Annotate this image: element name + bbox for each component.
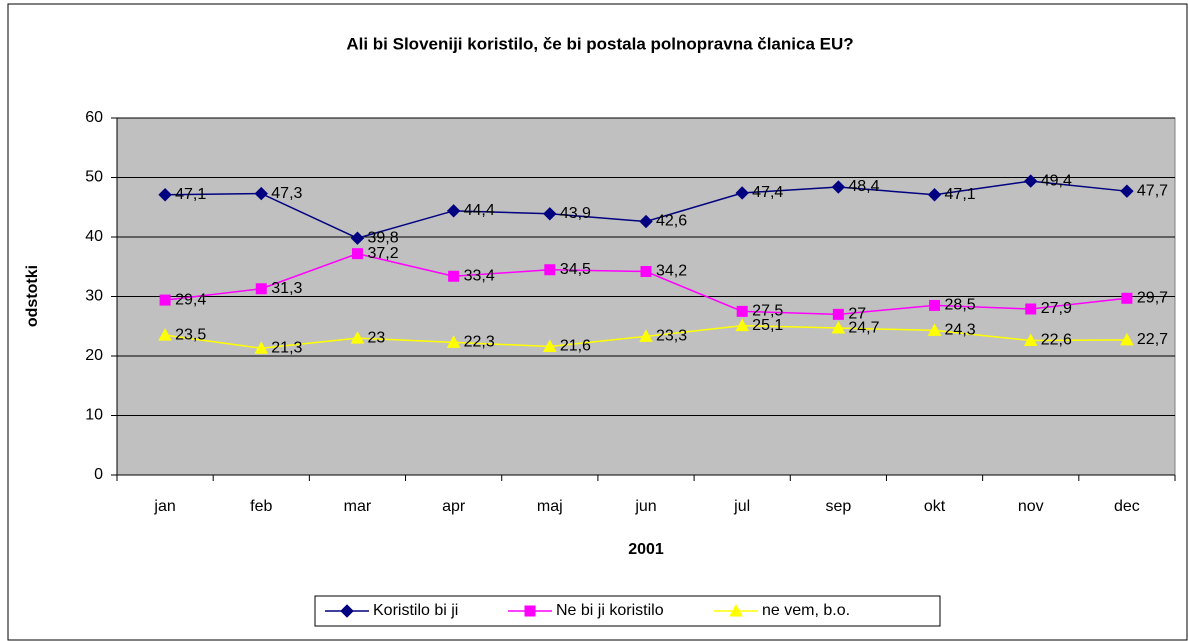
legend-label: Koristilo bi ji xyxy=(373,602,458,619)
data-point xyxy=(736,305,748,317)
data-label: 47,7 xyxy=(1137,182,1168,199)
data-point xyxy=(832,308,844,320)
chart-title: Ali bi Sloveniji koristilo, če bi postal… xyxy=(346,34,853,53)
x-tick-label: nov xyxy=(1018,498,1044,515)
data-point xyxy=(351,248,363,260)
legend-label: ne vem, b.o. xyxy=(762,602,850,619)
data-point xyxy=(446,335,461,348)
data-point xyxy=(446,204,461,218)
data-label: 23 xyxy=(367,329,385,346)
data-label: 47,1 xyxy=(175,186,206,203)
data-label: 34,5 xyxy=(560,261,591,278)
data-label: 22,7 xyxy=(1137,331,1168,348)
data-point xyxy=(929,299,941,311)
data-point xyxy=(254,341,269,354)
data-point xyxy=(158,328,172,341)
data-label: 21,6 xyxy=(560,338,591,355)
data-label: 29,4 xyxy=(175,291,206,308)
data-point xyxy=(1023,333,1038,347)
data-point xyxy=(543,207,557,221)
legend-label: Ne bi ji koristilo xyxy=(556,602,664,619)
data-label: 39,8 xyxy=(367,229,398,246)
data-label: 47,4 xyxy=(752,184,783,201)
x-tick-label: okt xyxy=(924,498,946,515)
x-tick-label: mar xyxy=(344,498,372,515)
data-point xyxy=(158,188,172,202)
data-label: 31,3 xyxy=(271,280,302,297)
x-tick-label: maj xyxy=(537,498,563,515)
legend xyxy=(314,595,941,627)
data-label: 43,9 xyxy=(560,205,591,222)
data-label: 24,3 xyxy=(945,322,976,339)
data-point xyxy=(544,264,556,276)
x-tick-label: feb xyxy=(250,498,272,515)
data-point xyxy=(735,186,749,200)
y-axis-title: odstotki xyxy=(24,265,41,327)
data-label: 27 xyxy=(848,306,866,323)
x-tick-label: jan xyxy=(153,498,175,515)
data-label: 24,7 xyxy=(848,319,879,336)
data-label: 34,2 xyxy=(656,263,687,280)
data-label: 37,2 xyxy=(367,245,398,262)
data-label: 22,3 xyxy=(464,334,495,351)
data-label: 23,5 xyxy=(175,326,206,343)
data-label: 27,5 xyxy=(752,303,783,320)
y-tick-label: 0 xyxy=(94,466,103,483)
data-label: 22,6 xyxy=(1041,332,1072,349)
x-tick-label: dec xyxy=(1114,498,1140,515)
data-label: 42,6 xyxy=(656,213,687,230)
data-point xyxy=(831,180,846,194)
y-tick-label: 20 xyxy=(85,347,103,364)
y-tick-label: 60 xyxy=(85,109,103,126)
data-label: 44,4 xyxy=(464,202,495,219)
data-label: 28,5 xyxy=(945,297,976,314)
data-point xyxy=(255,283,267,295)
data-point xyxy=(448,270,460,282)
data-point xyxy=(1120,184,1134,198)
data-label: 49,4 xyxy=(1041,172,1072,189)
data-point xyxy=(640,266,652,278)
x-tick-label: jun xyxy=(634,498,656,515)
data-point xyxy=(350,331,365,344)
data-label: 29,7 xyxy=(1137,290,1168,307)
data-point xyxy=(1120,332,1134,346)
x-tick-label: apr xyxy=(442,498,466,515)
y-tick-label: 10 xyxy=(85,407,103,424)
data-point xyxy=(1121,292,1133,304)
data-label: 25,1 xyxy=(752,317,783,334)
data-point xyxy=(1024,174,1038,188)
data-point xyxy=(350,231,365,245)
x-axis-title: 2001 xyxy=(628,541,664,558)
x-tick-label: sep xyxy=(825,498,851,515)
y-tick-label: 30 xyxy=(85,288,103,305)
data-label: 23,3 xyxy=(656,328,687,345)
data-point xyxy=(542,339,557,352)
data-point xyxy=(927,188,942,202)
data-point xyxy=(639,329,653,342)
data-point xyxy=(254,186,268,201)
legend-marker xyxy=(340,604,354,618)
data-point xyxy=(831,320,846,334)
data-label: 27,9 xyxy=(1041,300,1072,317)
data-label: 33,4 xyxy=(464,267,495,284)
data-label: 21,3 xyxy=(271,339,302,356)
data-point xyxy=(1025,303,1037,315)
data-label: 47,3 xyxy=(271,185,302,202)
data-label: 48,4 xyxy=(848,178,879,195)
x-tick-label: jul xyxy=(733,498,750,515)
legend-marker xyxy=(729,603,743,617)
data-point xyxy=(639,214,653,229)
y-tick-label: 40 xyxy=(85,228,103,245)
data-label: 47,1 xyxy=(945,186,976,203)
data-point xyxy=(159,294,171,306)
data-point xyxy=(735,318,750,332)
legend-marker xyxy=(524,605,536,617)
y-tick-label: 50 xyxy=(85,169,103,186)
data-point xyxy=(927,323,942,336)
